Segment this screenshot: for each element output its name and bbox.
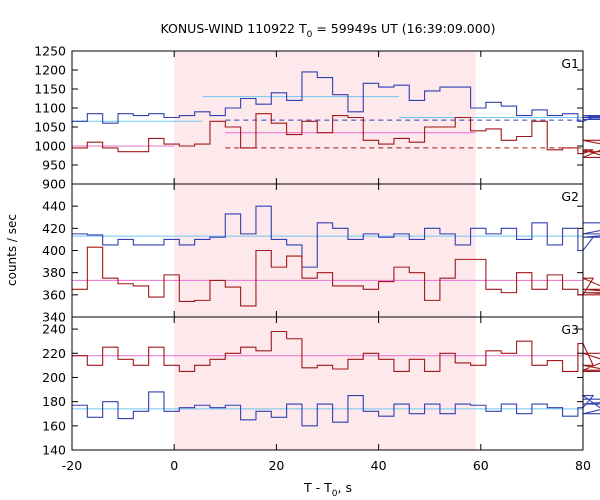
y-tick-label: 1250 [34,44,66,59]
x-tick-label: 60 [473,458,489,473]
x-axis-label: T - T0, s [303,480,352,499]
y-tick-label: 420 [42,221,66,236]
y-tick-label: 1050 [34,120,66,135]
series-line-blue [72,205,600,268]
y-tick-label: 900 [42,177,66,192]
y-tick-label: 440 [42,199,66,214]
y-tick-label: 240 [42,322,66,337]
chart-title-sub: 0 [307,30,313,40]
y-tick-label: 1100 [34,101,66,116]
y-tick-label: 1200 [34,63,66,78]
series-line-red [72,246,600,307]
x-axis-label-prefix: T - T [303,480,332,495]
y-tick-label: 180 [42,394,66,409]
series-line-blue [72,71,600,124]
y-tick-label: 400 [42,243,66,258]
panel-label: G2 [561,189,579,204]
panel-label: G1 [561,56,579,71]
series-line-red [72,330,600,372]
y-tick-label: 380 [42,265,66,280]
panel-g3: 140 160 180 200 220 240 G3 [42,316,600,458]
x-axis-label-suffix: , s [338,480,352,495]
y-tick-label: 360 [42,287,66,302]
y-tick-label: 220 [42,346,66,361]
x-tick-label: 0 [170,458,178,473]
x-tick-label: 20 [268,458,284,473]
y-tick-label: 1150 [34,82,66,97]
y-tick-label: 140 [42,443,66,458]
y-axis-label: counts / sec [5,214,19,286]
chart-title-prefix: KONUS-WIND 110922 T [160,21,306,36]
chart-title-suffix: = 59949s UT (16:39:09.000) [312,21,495,36]
chart-title: KONUS-WIND 110922 T0 = 59949s UT (16:39:… [160,21,495,40]
y-tick-label: 340 [42,310,66,325]
panel-frame [71,316,584,451]
y-tick-label: 160 [42,418,66,433]
y-tick-label: 1000 [34,139,66,154]
plot-area: 900 950 1000 1050 1100 1150 1200 1250 G1 340 360 38… [34,44,600,473]
x-tick-label: -20 [62,458,82,473]
series-line-blue [72,391,600,427]
y-tick-label: 200 [42,370,66,385]
panel-label: G3 [561,322,579,337]
x-tick-label: 80 [575,458,591,473]
x-tick-label: 40 [371,458,387,473]
x-axis-label-sub: 0 [332,489,338,499]
shaded-region [174,51,476,450]
y-tick-label: 950 [42,158,66,173]
panel-g1: 900 950 1000 1050 1100 1150 1200 1250 G1 [34,44,600,192]
series-line-red [72,113,600,158]
